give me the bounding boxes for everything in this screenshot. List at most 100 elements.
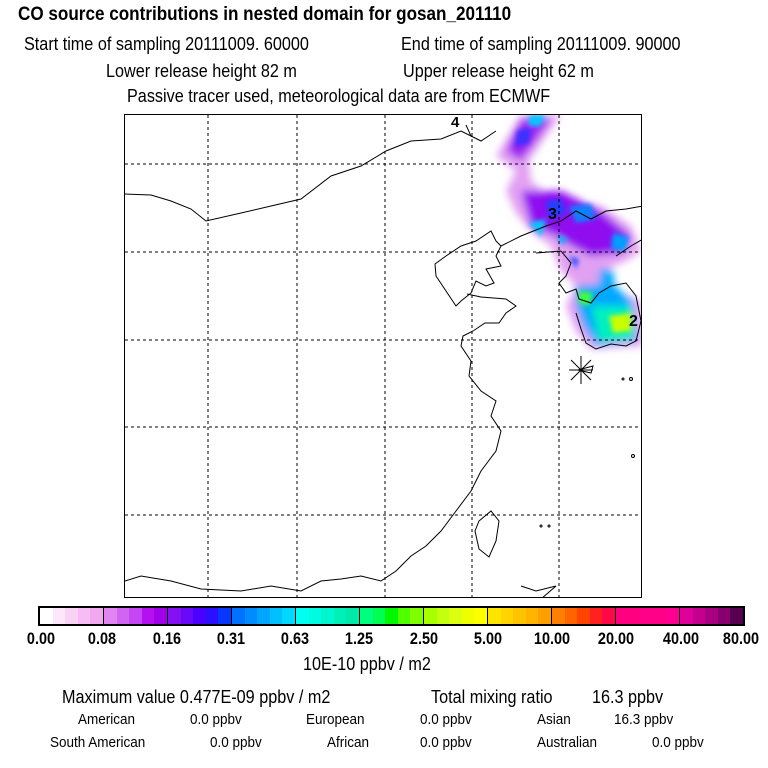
- region-value: 0.0 ppbv: [210, 734, 262, 751]
- plot-title: CO source contributions in nested domain…: [18, 4, 512, 25]
- colorbar-swatch: [52, 608, 66, 624]
- receptor-star-icon: [569, 356, 593, 384]
- colorbar-swatch: [77, 608, 91, 624]
- colorbar-swatch: [141, 608, 155, 624]
- colorbar-tick-label: 10.00: [534, 629, 571, 648]
- grid-lines: [125, 115, 641, 597]
- region-name: American: [78, 711, 136, 728]
- colorbar-swatch: [372, 608, 386, 624]
- colorbar-tick-label: 1.25: [345, 629, 374, 648]
- colorbar-swatch: [424, 608, 437, 624]
- colorbar-swatch: [244, 608, 258, 624]
- colorbar-tick-label: 0.31: [216, 629, 245, 648]
- colorbar-swatch: [346, 608, 359, 624]
- colorbar-swatch: [180, 608, 194, 624]
- total-mixing-label: Total mixing ratio: [431, 687, 553, 707]
- colorbar-swatch: [308, 608, 322, 624]
- colorbar-swatch: [269, 608, 283, 624]
- colorbar-swatch: [168, 608, 181, 624]
- colorbar-swatch: [616, 608, 629, 624]
- plume-cores: [515, 115, 631, 333]
- colorbar-swatch: [218, 608, 231, 624]
- colorbar-swatch: [40, 608, 53, 624]
- colorbar-swatch: [333, 608, 347, 624]
- region-value: 16.3 ppbv: [614, 711, 674, 728]
- region-name: African: [327, 734, 370, 751]
- region-name: European: [306, 711, 365, 728]
- colorbar-swatch: [282, 608, 295, 624]
- trajectory-marker-2: 2: [629, 313, 638, 330]
- colorbar-swatch: [474, 608, 487, 624]
- colorbar-swatch: [449, 608, 462, 624]
- colorbar-tick-label: 0.16: [152, 629, 181, 648]
- colorbar-swatch: [641, 608, 654, 624]
- colorbar-segment: [360, 608, 424, 624]
- tracer-note: Passive tracer used, meteorological data…: [127, 86, 551, 106]
- trajectory-marker-3: 3: [548, 206, 557, 223]
- region-value: 0.0 ppbv: [190, 711, 242, 728]
- map-panel: 4 3 2: [124, 114, 642, 598]
- colorbar-swatch: [154, 608, 167, 624]
- maximum-value: Maximum value 0.477E-09 ppbv / m2: [62, 687, 331, 707]
- colorbar-swatch: [730, 608, 743, 624]
- region-name: Australian: [537, 734, 598, 751]
- colorbar-swatch: [525, 608, 539, 624]
- concentration-plume: [496, 115, 641, 349]
- start-time: Start time of sampling 20111009. 60000: [24, 34, 309, 54]
- colorbar-swatch: [692, 608, 706, 624]
- colorbar-swatch: [717, 608, 731, 624]
- colorbar-swatch: [653, 608, 667, 624]
- lower-release-height: Lower release height 82 m: [106, 61, 297, 81]
- colorbar-swatch: [500, 608, 514, 624]
- colorbar-swatch: [461, 608, 475, 624]
- colorbar-tick-label: 40.00: [662, 629, 699, 648]
- colorbar-swatch: [436, 608, 450, 624]
- colorbar-swatch: [552, 608, 565, 624]
- colorbar-swatch: [488, 608, 501, 624]
- colorbar-swatch: [538, 608, 551, 624]
- region-value: 0.0 ppbv: [420, 734, 472, 751]
- colorbar-swatch: [602, 608, 615, 624]
- colorbar-swatch: [397, 608, 411, 624]
- region-name: South American: [50, 734, 146, 751]
- region-value: 0.0 ppbv: [652, 734, 704, 751]
- colorbar-swatch: [296, 608, 309, 624]
- trajectory-marker-4: 4: [451, 115, 460, 131]
- end-time: End time of sampling 20111009. 90000: [401, 34, 681, 54]
- colorbar-swatch: [680, 608, 693, 624]
- colorbar-swatch: [65, 608, 78, 624]
- colorbar-tick-label: 0.08: [88, 629, 117, 648]
- colorbar-swatch: [705, 608, 718, 624]
- colorbar: [38, 606, 745, 626]
- colorbar-swatch: [90, 608, 103, 624]
- colorbar-swatch: [410, 608, 423, 624]
- colorbar-segment: [616, 608, 680, 624]
- colorbar-segment: [168, 608, 232, 624]
- colorbar-segment: [232, 608, 296, 624]
- colorbar-tick-label: 20.00: [598, 629, 635, 648]
- colorbar-swatch: [321, 608, 334, 624]
- colorbar-tick-label: 0.63: [281, 629, 310, 648]
- colorbar-swatch: [589, 608, 603, 624]
- colorbar-tick-label: 2.50: [409, 629, 438, 648]
- colorbar-segment: [40, 608, 104, 624]
- colorbar-swatch: [577, 608, 590, 624]
- colorbar-swatch: [257, 608, 270, 624]
- colorbar-segment: [680, 608, 743, 624]
- colorbar-segment: [104, 608, 168, 624]
- colorbar-unit: 10E-10 ppbv / m2: [303, 654, 431, 674]
- colorbar-tick-label: 0.00: [26, 629, 56, 648]
- colorbar-swatch: [232, 608, 245, 624]
- region-value: 0.0 ppbv: [420, 711, 472, 728]
- colorbar-swatch: [129, 608, 142, 624]
- region-name: Asian: [537, 711, 571, 728]
- map-svg: 4 3 2: [125, 115, 641, 597]
- upper-release-height: Upper release height 62 m: [403, 61, 594, 81]
- colorbar-swatch: [205, 608, 219, 624]
- colorbar-segment: [488, 608, 552, 624]
- colorbar-tick-label: 80.00: [722, 629, 760, 648]
- colorbar-swatch: [193, 608, 206, 624]
- colorbar-swatch: [116, 608, 130, 624]
- colorbar-swatch: [385, 608, 398, 624]
- colorbar-segment: [424, 608, 488, 624]
